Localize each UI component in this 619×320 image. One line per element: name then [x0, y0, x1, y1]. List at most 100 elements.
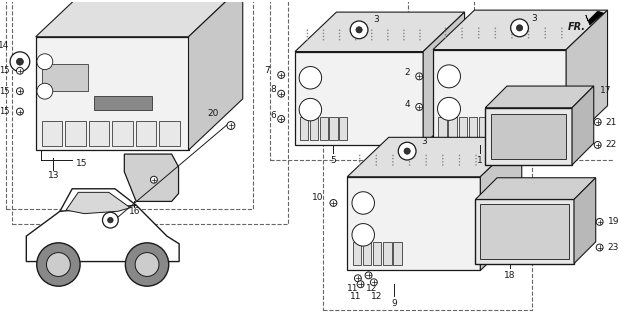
Circle shape — [17, 67, 24, 74]
Circle shape — [511, 28, 513, 29]
Circle shape — [438, 65, 461, 88]
Text: 6: 6 — [271, 111, 276, 120]
Circle shape — [356, 27, 362, 33]
Bar — [393, 242, 402, 265]
Bar — [491, 114, 566, 159]
Circle shape — [528, 34, 529, 36]
Bar — [489, 56, 562, 112]
Circle shape — [371, 39, 373, 41]
Circle shape — [371, 33, 373, 34]
Circle shape — [478, 34, 480, 36]
Circle shape — [528, 31, 529, 32]
Text: 21: 21 — [605, 117, 617, 126]
Circle shape — [306, 36, 308, 37]
Text: 13: 13 — [48, 171, 59, 180]
Circle shape — [359, 158, 360, 159]
Text: 14: 14 — [0, 41, 10, 51]
Bar — [310, 117, 318, 140]
Circle shape — [475, 155, 477, 156]
Circle shape — [306, 33, 308, 34]
Bar — [319, 117, 328, 140]
Polygon shape — [189, 0, 243, 150]
Polygon shape — [574, 178, 595, 264]
Bar — [6, 0, 253, 209]
Circle shape — [478, 37, 480, 38]
Circle shape — [150, 176, 157, 183]
Polygon shape — [295, 12, 465, 52]
Circle shape — [278, 90, 285, 97]
Polygon shape — [566, 10, 607, 145]
Circle shape — [17, 88, 24, 95]
Circle shape — [478, 31, 480, 32]
Circle shape — [299, 67, 322, 89]
Bar — [459, 116, 467, 140]
Circle shape — [17, 58, 24, 65]
Text: 12: 12 — [371, 292, 382, 300]
Bar — [300, 117, 308, 140]
Circle shape — [403, 36, 405, 37]
Circle shape — [495, 34, 496, 36]
Text: 10: 10 — [312, 193, 323, 202]
Text: 15: 15 — [0, 66, 9, 75]
Circle shape — [322, 39, 324, 41]
Circle shape — [511, 37, 513, 38]
Circle shape — [398, 142, 416, 160]
Circle shape — [355, 33, 357, 34]
Circle shape — [444, 37, 446, 38]
Circle shape — [461, 28, 463, 29]
Circle shape — [37, 54, 53, 70]
Polygon shape — [347, 137, 522, 177]
Circle shape — [594, 119, 601, 125]
Circle shape — [387, 36, 389, 37]
Circle shape — [403, 39, 405, 41]
Circle shape — [459, 161, 461, 163]
Circle shape — [387, 33, 389, 34]
Text: 11: 11 — [350, 292, 361, 300]
Bar — [89, 121, 110, 146]
Circle shape — [419, 29, 421, 31]
Circle shape — [376, 158, 377, 159]
Bar — [271, 0, 474, 160]
Circle shape — [475, 161, 477, 163]
Circle shape — [387, 29, 389, 31]
Circle shape — [376, 164, 377, 166]
Bar — [479, 116, 487, 140]
Circle shape — [17, 108, 24, 115]
Polygon shape — [27, 202, 179, 261]
Text: 19: 19 — [607, 217, 619, 226]
Polygon shape — [124, 154, 178, 201]
Circle shape — [306, 29, 308, 31]
Circle shape — [545, 37, 546, 38]
Circle shape — [561, 28, 563, 29]
Circle shape — [444, 28, 446, 29]
Bar — [112, 121, 132, 146]
Bar — [353, 242, 361, 265]
Circle shape — [355, 29, 357, 31]
Circle shape — [416, 73, 423, 80]
Bar — [347, 177, 480, 270]
Bar — [339, 117, 347, 140]
Circle shape — [511, 34, 513, 36]
Circle shape — [403, 33, 405, 34]
Circle shape — [370, 279, 378, 286]
Circle shape — [409, 158, 410, 159]
Circle shape — [330, 200, 337, 206]
Text: 5: 5 — [331, 156, 336, 165]
Circle shape — [46, 252, 71, 276]
Circle shape — [392, 164, 394, 166]
Circle shape — [135, 252, 159, 276]
Bar — [42, 64, 88, 91]
Circle shape — [299, 98, 322, 121]
Bar — [12, 0, 288, 224]
Bar — [136, 121, 156, 146]
Bar — [480, 204, 569, 259]
Circle shape — [376, 161, 377, 163]
Circle shape — [322, 33, 324, 34]
Circle shape — [516, 25, 522, 31]
Circle shape — [495, 31, 496, 32]
Circle shape — [371, 29, 373, 31]
Circle shape — [37, 243, 80, 286]
Text: 22: 22 — [605, 140, 617, 149]
Circle shape — [392, 155, 394, 156]
Polygon shape — [66, 192, 130, 214]
